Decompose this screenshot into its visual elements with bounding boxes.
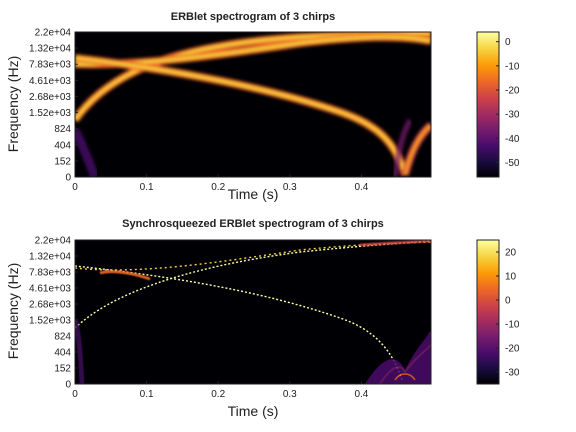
colorbar-tick-label: -20 [505,344,520,355]
x-tick-label: 0 [72,182,78,193]
y-tick-label: 152 [54,156,71,167]
y-tick-label: 1.32e+04 [29,44,71,55]
x-tick-label: 0.1 [140,389,154,400]
x-tick-label: 0.2 [211,182,225,193]
bottom-panel: Synchrosqueezed ERBlet spectrogram of 3 … [5,218,520,419]
colorbar-tick-label: -30 [505,110,520,121]
top-x-axis: 0 0.1 0.2 0.3 0.4 [72,174,369,193]
colorbar-tick-label: 0 [505,37,511,48]
colorbar-tick-label: -10 [505,61,520,72]
x-tick-label: 0.3 [283,389,297,400]
colorbar-tick-label: -50 [505,158,520,169]
bottom-chirp-layer [75,240,431,384]
y-tick-label: 824 [54,332,71,343]
top-y-axis: 0 152 404 824 1.52e+03 2.68e+03 4.61e+03 7.83e+… [29,28,78,184]
y-tick-label: 0 [65,173,71,184]
y-tick-label: 7.83e+03 [29,268,71,279]
y-tick-label: 7.83e+03 [29,60,71,71]
top-colorbar-ticks: 0 -10 -20 -30 -40 -50 [496,37,520,169]
colorbar-tick-label: 20 [505,248,517,259]
x-tick-label: 0.1 [140,182,154,193]
bottom-y-axis-label: Frequency (Hz) [5,263,21,359]
bottom-colorbar [476,239,500,385]
top-chart-title: ERBlet spectrogram of 3 chirps [171,11,335,23]
bottom-x-axis-label: Time (s) [228,403,279,419]
bottom-chirp-upper [75,241,431,271]
y-tick-label: 2.2e+04 [35,28,72,39]
y-tick-label: 404 [54,140,71,151]
y-tick-label: 2.68e+03 [29,92,71,103]
y-tick-label: 4.61e+03 [29,76,71,87]
colorbar-tick-label: -20 [505,86,520,97]
x-tick-label: 0.4 [354,389,368,400]
y-tick-label: 1.52e+03 [29,316,71,327]
y-tick-label: 824 [54,124,71,135]
bottom-colorbar-ticks: 20 10 0 -10 -20 -30 [496,248,520,379]
top-x-axis-label: Time (s) [228,186,279,202]
bottom-x-axis: 0 0.1 0.2 0.3 0.4 [72,381,369,400]
x-tick-label: 0.2 [211,389,225,400]
x-tick-label: 0.3 [283,182,297,193]
colorbar-tick-label: -40 [505,134,520,145]
colorbar-tick-label: -10 [505,320,520,331]
colorbar-tick-label: 0 [505,296,511,307]
y-tick-label: 2.2e+04 [35,236,72,247]
bottom-plot-area [75,240,431,384]
top-plot-area [75,32,431,177]
y-tick-label: 2.68e+03 [29,300,71,311]
y-tick-label: 1.32e+04 [29,252,71,263]
bottom-chart-title: Synchrosqueezed ERBlet spectrogram of 3 … [122,218,384,230]
top-y-axis-label: Frequency (Hz) [5,56,21,152]
top-chirp-layer [75,32,431,177]
y-tick-label: 404 [54,348,71,359]
y-tick-label: 0 [65,380,71,391]
bottom-chirp-falling [75,265,403,381]
colorbar-tick-label: -30 [505,368,520,379]
bottom-y-axis: 0 152 404 824 1.52e+03 2.68e+03 4.61e+03 7.83e+… [29,236,78,391]
top-colorbar [476,31,500,178]
bottom-chirp-rising [75,240,431,329]
y-tick-label: 4.61e+03 [29,284,71,295]
y-tick-label: 1.52e+03 [29,108,71,119]
y-tick-label: 152 [54,364,71,375]
x-tick-label: 0.4 [354,182,368,193]
x-tick-label: 0 [72,389,78,400]
colorbar-tick-label: 10 [505,272,517,283]
